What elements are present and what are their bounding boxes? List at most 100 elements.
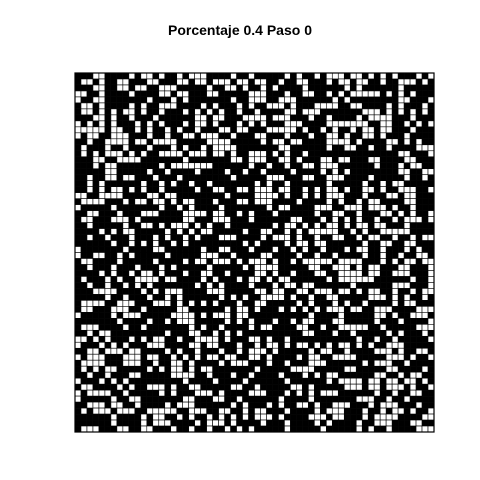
cell-empty [218,359,225,367]
cell-alive [164,96,171,104]
cell-empty [218,234,225,241]
cell-alive [170,419,177,427]
cell-empty [218,288,225,295]
cell-alive [98,150,106,157]
cell-empty [80,359,88,367]
cell-alive [86,318,94,325]
cell-alive [409,366,417,373]
cell-empty [236,383,243,391]
cell-alive [368,413,375,421]
cell-alive [230,126,237,133]
cell-alive [308,156,315,163]
cell-alive [326,168,333,175]
cell-empty [331,318,339,325]
cell-alive [116,270,124,277]
cell-alive [362,216,369,223]
cell-empty [146,276,154,283]
cell-empty [98,341,106,349]
grid-border [74,72,435,433]
cell-alive [218,174,225,181]
cell-alive [302,216,309,223]
cell-empty [236,347,243,355]
cell-alive [374,102,381,110]
cell-alive [98,204,106,211]
cell-alive [212,108,219,116]
cell-empty [122,216,130,223]
cell-alive [122,234,130,241]
cell-alive [344,174,351,181]
cell-empty [86,425,94,433]
cell-alive [134,246,141,253]
cell-empty [397,264,405,271]
cell-alive [308,342,315,349]
cell-empty [397,108,405,116]
cell-alive [326,96,333,104]
cell-alive [374,138,381,145]
cell-empty [314,240,321,247]
cell-empty [385,108,393,116]
cell-alive [116,336,124,343]
cell-empty [314,258,321,265]
cell-empty [134,347,142,355]
cell-alive [344,425,351,433]
cell-empty [397,407,405,415]
cell-empty [230,419,237,427]
cell-alive [427,102,435,110]
cell-empty [176,150,184,158]
cell-alive [308,210,315,217]
cell-alive [200,401,207,409]
cell-alive [397,294,405,301]
cell-empty [320,323,327,331]
cell-empty [92,365,100,373]
cell-alive [415,264,423,271]
cell-alive [391,150,399,157]
cell-empty [242,240,249,247]
cell-alive [92,258,100,265]
cell-alive [356,294,363,301]
cell-empty [116,132,124,140]
cell-empty [308,389,315,397]
cell-empty [403,96,411,104]
cell-empty [146,168,154,176]
cell-empty [379,120,387,128]
cell-alive [230,282,237,289]
cell-alive [326,84,333,92]
cell-alive [266,114,273,122]
cell-alive [242,300,249,307]
cell-alive [86,84,94,92]
cell-alive [194,270,201,277]
cell-alive [427,90,435,98]
cell-empty [170,371,178,379]
cell-alive [110,84,118,92]
cell-empty [140,240,148,247]
cell-alive [332,270,339,277]
cell-alive [356,312,363,319]
cell-alive [230,120,237,128]
cell-empty [325,204,333,211]
cell-empty [224,246,231,253]
cell-alive [92,240,100,247]
cell-empty [254,341,261,349]
cell-empty [176,288,184,295]
cell-alive [290,377,297,385]
cell-alive [98,210,106,217]
cell-alive [254,174,261,181]
cell-empty [379,359,387,367]
cell-alive [194,84,201,92]
cell-empty [242,306,249,313]
cell-empty [116,216,124,223]
cell-alive [260,395,267,403]
cell-alive [326,366,333,373]
cell-empty [343,341,351,349]
cell-alive [320,210,327,217]
cell-empty [98,192,106,199]
cell-alive [415,336,423,343]
cell-empty [290,306,297,313]
cell-alive [110,282,118,289]
cell-alive [391,419,399,427]
cell-alive [332,324,339,331]
cell-alive [356,108,363,116]
cell-empty [355,377,363,385]
cell-alive [403,90,411,98]
